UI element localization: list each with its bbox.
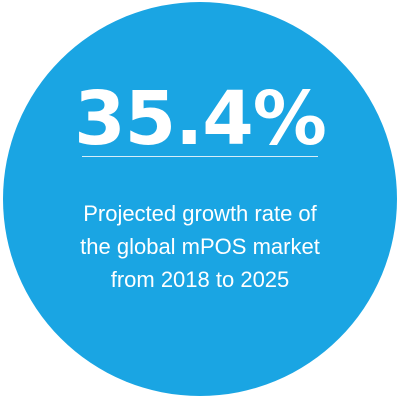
caption-line-1: Projected growth rate of xyxy=(83,201,317,226)
caption-line-3: from 2018 to 2025 xyxy=(110,267,290,292)
stat-circle xyxy=(3,2,397,396)
stat-value: 35.4% xyxy=(74,76,327,162)
caption-line-2: the global mPOS market xyxy=(80,234,320,259)
stat-caption: Projected growth rate of the global mPOS… xyxy=(40,197,360,296)
divider-line xyxy=(82,156,318,157)
